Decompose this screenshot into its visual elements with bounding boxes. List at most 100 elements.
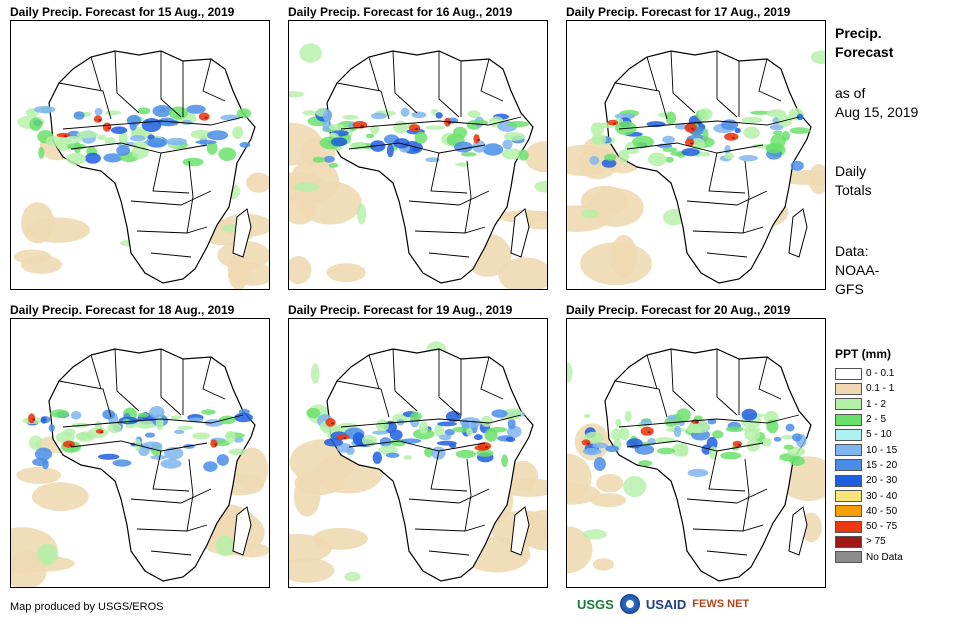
rain-cell — [125, 424, 136, 429]
rain-cell — [618, 427, 630, 441]
rain-cell — [94, 107, 103, 116]
legend-swatch — [835, 413, 862, 426]
rain-cell — [203, 461, 218, 472]
rain-cell — [370, 124, 380, 135]
rain-cell — [611, 428, 622, 441]
africa-outline — [326, 50, 534, 284]
rain-cell — [365, 133, 375, 139]
heavy-rain-cell — [336, 434, 350, 440]
map-panel-4: Daily Precip. Forecast for 18 Aug., 2019 — [10, 302, 272, 588]
rain-cell — [103, 153, 123, 163]
rain-cell — [591, 133, 607, 145]
dry-patch — [13, 249, 52, 264]
extreme-rain-cell — [360, 124, 364, 127]
madagascar-outline — [510, 208, 530, 258]
extreme-rain-cell — [477, 138, 481, 141]
rain-cell — [618, 149, 630, 163]
rain-cell — [400, 107, 410, 117]
rain-cell — [55, 431, 75, 444]
light-rain-patch — [356, 203, 367, 225]
data-label: Data: — [835, 243, 869, 259]
rain-cell — [484, 428, 498, 442]
precip-map — [566, 318, 826, 588]
rain-cell — [734, 127, 741, 134]
rain-cell — [725, 426, 744, 433]
country-border — [626, 142, 764, 154]
country-border — [646, 56, 658, 92]
country-border — [708, 450, 746, 492]
extreme-rain-cell — [586, 442, 590, 445]
rain-cell — [615, 418, 622, 428]
country-border — [480, 356, 504, 400]
dry-patch — [16, 466, 62, 484]
country-border — [464, 160, 472, 234]
rain-cell — [467, 110, 481, 118]
sidebar-daily: Daily Totals — [835, 162, 872, 200]
country-border — [130, 488, 212, 504]
rain-cell — [322, 119, 332, 132]
rain-cell — [195, 139, 217, 145]
rain-cell — [665, 111, 677, 125]
dry-patch — [312, 527, 368, 550]
dry-patch — [289, 557, 335, 583]
rain-cell — [507, 120, 529, 128]
country-border — [706, 252, 748, 258]
rain-cell — [480, 415, 493, 427]
rain-cell — [656, 447, 676, 455]
legend-swatch — [835, 459, 862, 472]
rain-cell — [455, 162, 470, 167]
africa-outline — [604, 50, 812, 284]
rain-cell — [225, 430, 236, 444]
heavy-rain-cell — [607, 119, 619, 126]
rain-cell — [673, 425, 682, 438]
dry-patch — [498, 257, 547, 289]
madagascar-outline — [232, 208, 252, 258]
country-border — [430, 450, 468, 492]
heavy-rain-cell — [473, 134, 480, 144]
rain-cell — [34, 447, 53, 461]
light-rain-patch — [215, 535, 235, 557]
rain-cell — [155, 416, 164, 431]
rain-cell — [665, 156, 674, 163]
legend-title: PPT (mm) — [835, 347, 892, 361]
africa-map — [13, 50, 269, 289]
dry-patch — [524, 141, 547, 173]
extreme-rain-cell — [737, 443, 741, 446]
rain-cell — [40, 416, 47, 424]
country-border — [716, 51, 738, 118]
heavy-rain-cell — [28, 413, 36, 424]
rain-cell — [746, 439, 761, 452]
extreme-rain-cell — [695, 421, 699, 424]
rain-cell — [170, 415, 183, 420]
africa-outline — [604, 348, 812, 582]
country-border — [706, 550, 748, 556]
rain-cell — [306, 407, 321, 419]
africa-map — [567, 50, 825, 286]
rain-cell — [214, 440, 231, 447]
extreme-rain-cell — [331, 422, 335, 425]
rain-cell — [236, 108, 252, 119]
panel-title: Daily Precip. Forecast for 20 Aug., 2019 — [566, 303, 791, 317]
dry-patch — [245, 172, 269, 193]
country-border — [152, 450, 190, 492]
legend-item: No Data — [835, 550, 903, 565]
rain-cell — [370, 140, 386, 152]
legend-rows: 0 - 0.1 0.1 - 1 1 - 2 2 - 5 5 - 10 10 - 15 15 … — [835, 366, 903, 565]
rain-cell — [50, 409, 69, 418]
map-panel-5: Daily Precip. Forecast for 19 Aug., 2019 — [288, 302, 550, 588]
rain-cell — [789, 456, 805, 466]
light-rain-patch — [42, 550, 53, 564]
as-of-label: as of — [835, 85, 866, 101]
rain-cell — [322, 109, 333, 123]
dry-patch — [592, 558, 615, 571]
map-panel-1: Daily Precip. Forecast for 15 Aug., 2019 — [10, 4, 272, 290]
map-panel-3: Daily Precip. Forecast for 17 Aug., 2019 — [566, 4, 828, 290]
rain-cell — [414, 131, 428, 144]
country-border — [438, 51, 460, 118]
rain-cell — [638, 460, 653, 467]
rain-cell — [724, 144, 731, 155]
rain-cell — [378, 445, 398, 455]
heavy-rain-cell — [684, 122, 697, 133]
rain-cell — [720, 451, 742, 460]
rain-cell — [707, 418, 717, 425]
